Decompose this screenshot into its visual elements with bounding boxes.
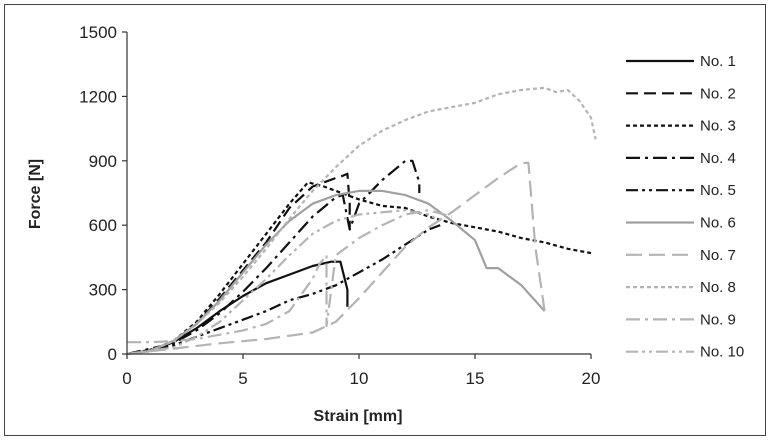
legend-label-6: No. 6	[700, 215, 736, 232]
series-line-6	[126, 189, 546, 356]
legend-label-4: No. 4	[700, 150, 736, 167]
y-axis-title: Force [N]	[27, 159, 44, 229]
series-line-5	[126, 224, 441, 356]
y-tick-label: 300	[89, 281, 117, 300]
x-tick-label: 10	[350, 369, 369, 388]
plot-lines	[126, 86, 597, 356]
legend-label-7: No. 7	[700, 247, 736, 264]
y-tick-label: 900	[89, 152, 117, 171]
legend-label-9: No. 9	[700, 311, 736, 328]
legend-label-10: No. 10	[700, 344, 744, 361]
x-tick-label: 5	[238, 369, 247, 388]
legend-label-2: No. 2	[700, 85, 736, 102]
legend-label-5: No. 5	[700, 182, 736, 199]
x-axis-title: Strain [mm]	[314, 408, 403, 425]
y-tick-label: 600	[89, 216, 117, 235]
series-line-9	[127, 209, 453, 344]
axes: 0 300 600 900 1200 1500 0 5 10 15 20	[79, 23, 600, 388]
y-tick-label: 0	[108, 345, 117, 364]
y-tick-label: 1200	[79, 87, 117, 106]
chart-frame	[4, 4, 766, 436]
legend-label-8: No. 8	[700, 279, 736, 296]
legend: No. 1 No. 2 No. 3 No. 4 No. 5 No. 6 No. 7 No. 8…	[626, 53, 744, 361]
legend-label-3: No. 3	[700, 118, 736, 135]
x-tick-label: 20	[582, 369, 601, 388]
series-line-10	[126, 209, 441, 356]
series-line-7	[126, 161, 546, 356]
x-tick-label: 0	[122, 369, 131, 388]
y-tick-label: 1500	[79, 23, 117, 42]
legend-label-1: No. 1	[700, 53, 736, 70]
series-line-2	[126, 172, 351, 356]
series-line-8	[126, 86, 597, 356]
series-line-4	[126, 159, 421, 356]
x-tick-label: 15	[466, 369, 485, 388]
